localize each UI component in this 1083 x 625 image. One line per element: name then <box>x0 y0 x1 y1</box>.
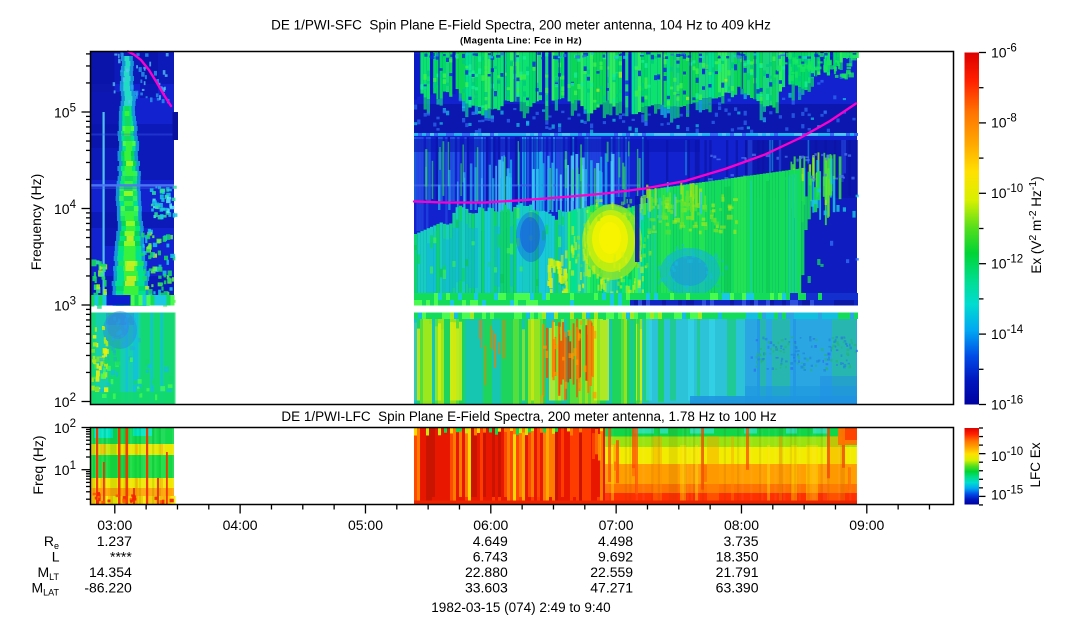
svg-text:Frequency (Hz): Frequency (Hz) <box>28 174 44 270</box>
svg-text:L: L <box>52 548 60 564</box>
svg-text:LFC Ex: LFC Ex <box>1028 442 1043 487</box>
svg-text:47.271: 47.271 <box>590 579 633 595</box>
svg-text:22.559: 22.559 <box>590 564 633 580</box>
svg-text:****: **** <box>110 548 132 564</box>
svg-text:14.354: 14.354 <box>89 564 132 580</box>
svg-text:04:00: 04:00 <box>223 517 258 533</box>
svg-text:4.649: 4.649 <box>473 533 508 549</box>
svg-text:1982-03-15 (074) 2:49 to 9:40: 1982-03-15 (074) 2:49 to 9:40 <box>431 600 610 615</box>
svg-text:22.880: 22.880 <box>465 564 508 580</box>
svg-text:(Magenta Line: Fce in Hz): (Magenta Line: Fce in Hz) <box>460 36 582 47</box>
svg-text:1.237: 1.237 <box>97 533 132 549</box>
svg-text:4.498: 4.498 <box>598 533 633 549</box>
svg-text:06:00: 06:00 <box>473 517 508 533</box>
svg-text:07:00: 07:00 <box>599 517 634 533</box>
svg-text:08:00: 08:00 <box>724 517 759 533</box>
svg-text:6.743: 6.743 <box>473 548 508 564</box>
svg-text:Ex (V2 m-2 Hz-1): Ex (V2 m-2 Hz-1) <box>1027 176 1044 273</box>
svg-text:21.791: 21.791 <box>716 564 759 580</box>
svg-text:05:00: 05:00 <box>348 517 383 533</box>
svg-text:DE 1/PWI-LFC Spin Plane E-Fie: DE 1/PWI-LFC Spin Plane E-Field Spectra,… <box>281 409 776 424</box>
svg-text:3.735: 3.735 <box>723 533 758 549</box>
svg-text:63.390: 63.390 <box>716 579 759 595</box>
svg-text:09:00: 09:00 <box>849 517 884 533</box>
svg-text:9.692: 9.692 <box>598 548 633 564</box>
svg-text:DE 1/PWI-SFC Spin Plane E-Fie: DE 1/PWI-SFC Spin Plane E-Field Spectra,… <box>271 18 771 33</box>
svg-text:03:00: 03:00 <box>97 517 132 533</box>
svg-text:33.603: 33.603 <box>465 579 508 595</box>
svg-text:-86.220: -86.220 <box>84 579 132 595</box>
svg-text:18.350: 18.350 <box>716 548 759 564</box>
svg-text:Freq (Hz): Freq (Hz) <box>30 435 46 494</box>
